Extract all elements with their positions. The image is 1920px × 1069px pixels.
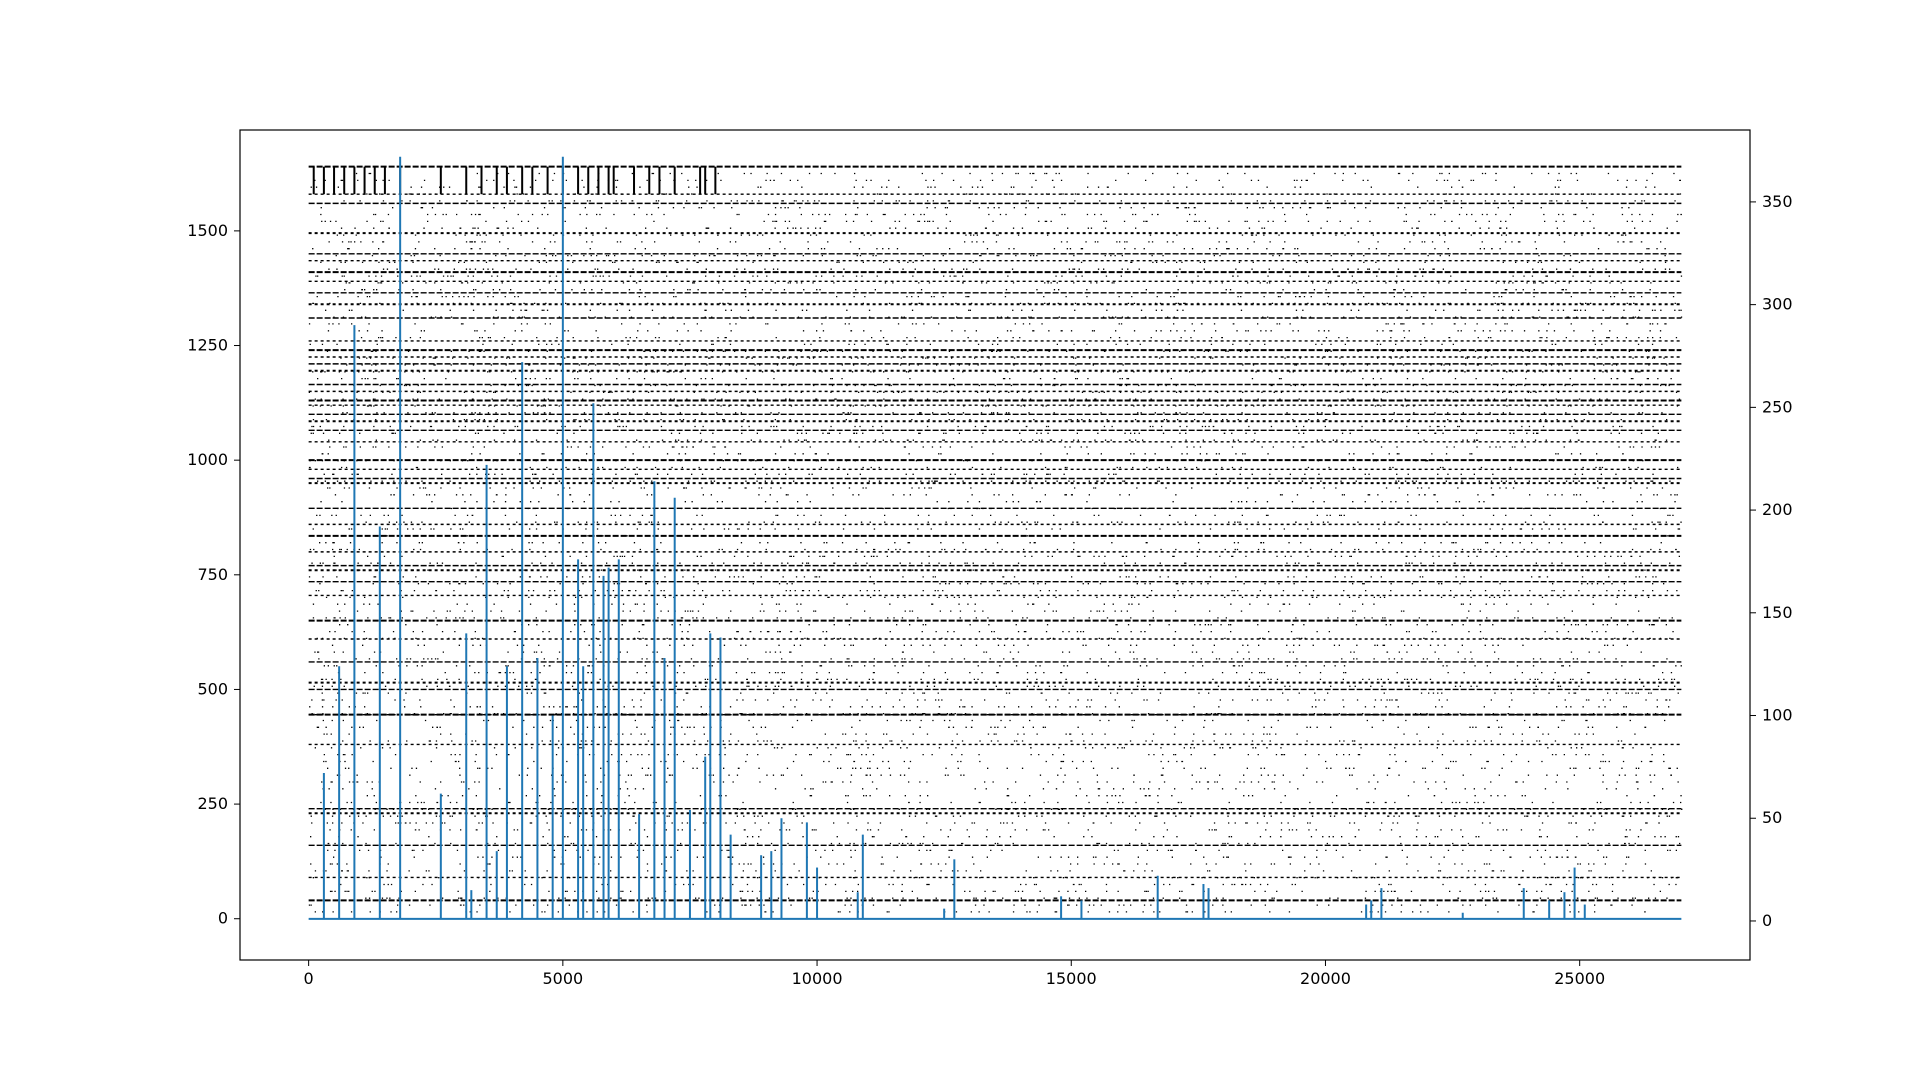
y-tick-label-left: 1500 [187, 221, 228, 240]
x-tick-label: 25000 [1554, 969, 1605, 988]
y-tick-label-right: 100 [1762, 706, 1793, 725]
y-tick-label-right: 200 [1762, 500, 1793, 519]
x-tick-label: 10000 [792, 969, 843, 988]
x-tick-label: 0 [304, 969, 314, 988]
x-tick-label: 20000 [1300, 969, 1351, 988]
y-tick-label-left: 0 [218, 909, 228, 928]
y-tick-label-left: 750 [197, 565, 228, 584]
x-tick-label: 5000 [542, 969, 583, 988]
y-tick-label-left: 1250 [187, 336, 228, 355]
plot-frame [239, 129, 1751, 961]
x-tick-label: 15000 [1046, 969, 1097, 988]
y-tick-label-right: 150 [1762, 603, 1793, 622]
x-axis: 0 5000 10000 15000 20000 25000 [304, 960, 1605, 988]
y-tick-label-right: 250 [1762, 397, 1793, 416]
y-tick-label-right: 0 [1762, 911, 1772, 930]
y-tick-label-right: 50 [1762, 808, 1782, 827]
y-tick-label-left: 500 [197, 679, 228, 698]
y-tick-label-left: 250 [197, 794, 228, 813]
firing-rate-series [308, 156, 1682, 920]
y-tick-label-right: 350 [1762, 192, 1793, 211]
y-tick-label-left: 1000 [187, 450, 228, 469]
y-axis-right: 0 50 100 150 200 250 300 350 [1750, 192, 1793, 930]
y-tick-label-right: 300 [1762, 295, 1793, 314]
y-axis-left: 0 250 500 750 1000 1250 1500 [187, 221, 240, 928]
